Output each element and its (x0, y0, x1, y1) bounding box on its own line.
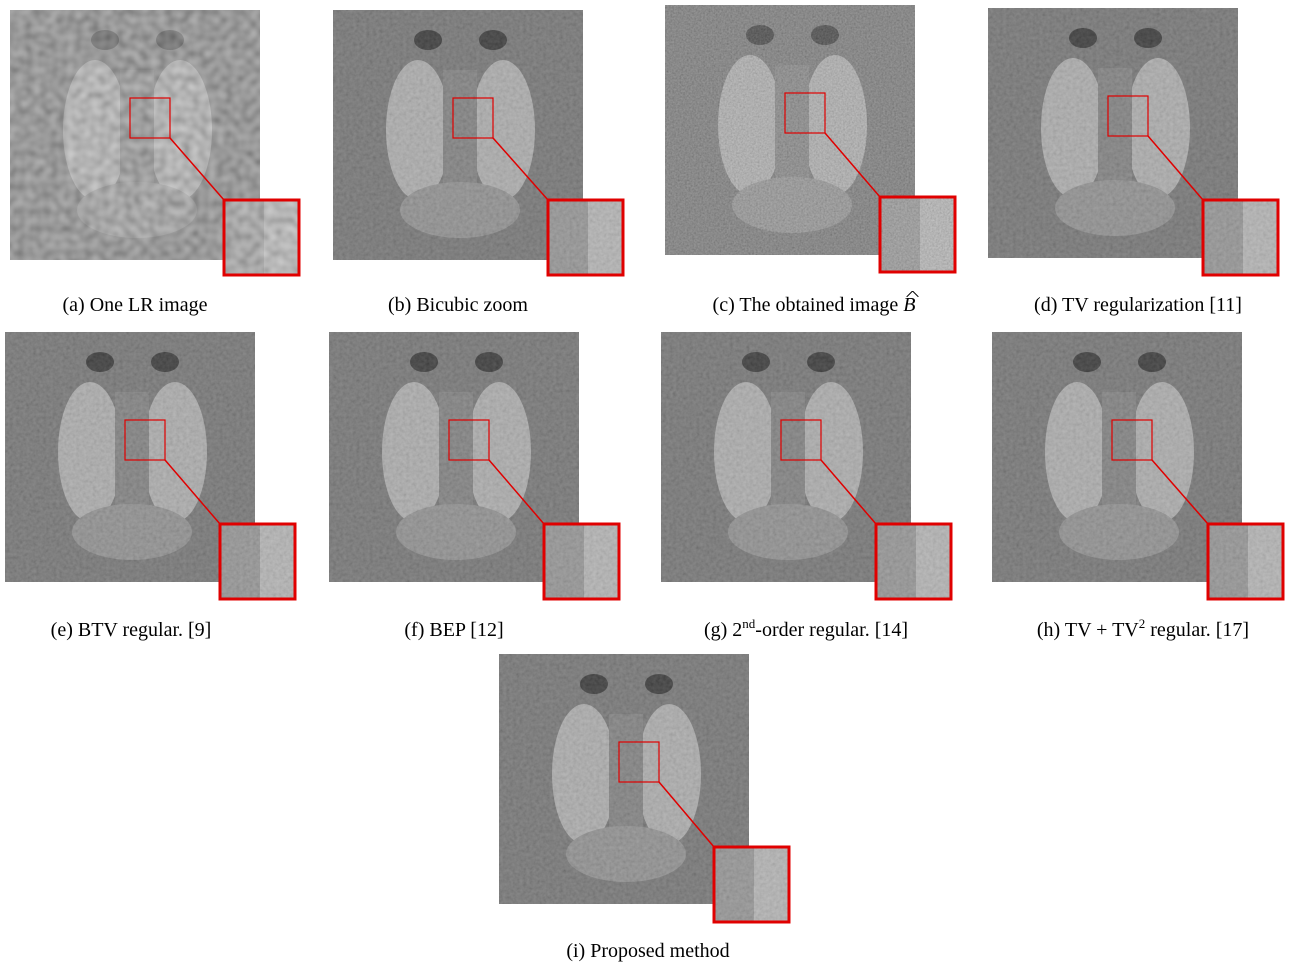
caption-text: (f) BEP [12] (404, 619, 503, 641)
caption: (d) TV regularization [11] (1034, 294, 1242, 317)
image (665, 5, 955, 272)
caption-text: B (903, 294, 915, 316)
caption: (g) 2nd-order regular. [14] (704, 619, 908, 642)
caption-text: (g) 2 (704, 619, 742, 641)
image (333, 10, 623, 275)
inset-texture (880, 197, 955, 272)
caption: (e) BTV regular. [9] (51, 619, 212, 642)
texture (661, 332, 911, 582)
image (992, 332, 1283, 599)
figure: (a) One LR image (b) Bicubic zoom (c) Th… (0, 0, 1300, 965)
caption: (h) TV + TV2 regular. [17] (1037, 619, 1249, 642)
texture (5, 332, 255, 582)
texture (499, 654, 749, 904)
caption: (a) One LR image (63, 294, 208, 317)
texture (665, 5, 915, 255)
caption-text: (h) TV + TV (1037, 619, 1139, 641)
image (329, 332, 619, 599)
caption: (b) Bicubic zoom (388, 294, 528, 317)
inset-texture (544, 524, 619, 599)
caption-text: (i) Proposed method (566, 940, 729, 962)
inset-texture (224, 200, 299, 275)
inset-texture (714, 847, 789, 922)
caption: (f) BEP [12] (404, 619, 503, 642)
image (499, 654, 789, 922)
texture (992, 332, 1242, 582)
image (661, 332, 951, 599)
inset-texture (1208, 524, 1283, 599)
texture (988, 8, 1238, 258)
caption-text: regular. [17] (1145, 619, 1249, 641)
image (988, 8, 1278, 275)
caption-text: (b) Bicubic zoom (388, 294, 528, 316)
inset-texture (548, 200, 623, 275)
caption-text: -order regular. [14] (755, 619, 908, 641)
image (5, 332, 295, 599)
caption-text: (c) The obtained image (713, 294, 904, 316)
caption-text: (e) BTV regular. [9] (51, 619, 212, 641)
inset-texture (876, 524, 951, 599)
image-grid (0, 0, 1300, 965)
texture (329, 332, 579, 582)
caption-text: nd (742, 616, 755, 631)
inset-texture (220, 524, 295, 599)
image (10, 10, 299, 275)
caption: (i) Proposed method (566, 940, 729, 963)
texture (333, 10, 583, 260)
caption-text: (d) TV regularization [11] (1034, 294, 1242, 316)
inset-texture (1203, 200, 1278, 275)
caption: (c) The obtained image B (713, 294, 916, 317)
caption-text: (a) One LR image (63, 294, 208, 316)
